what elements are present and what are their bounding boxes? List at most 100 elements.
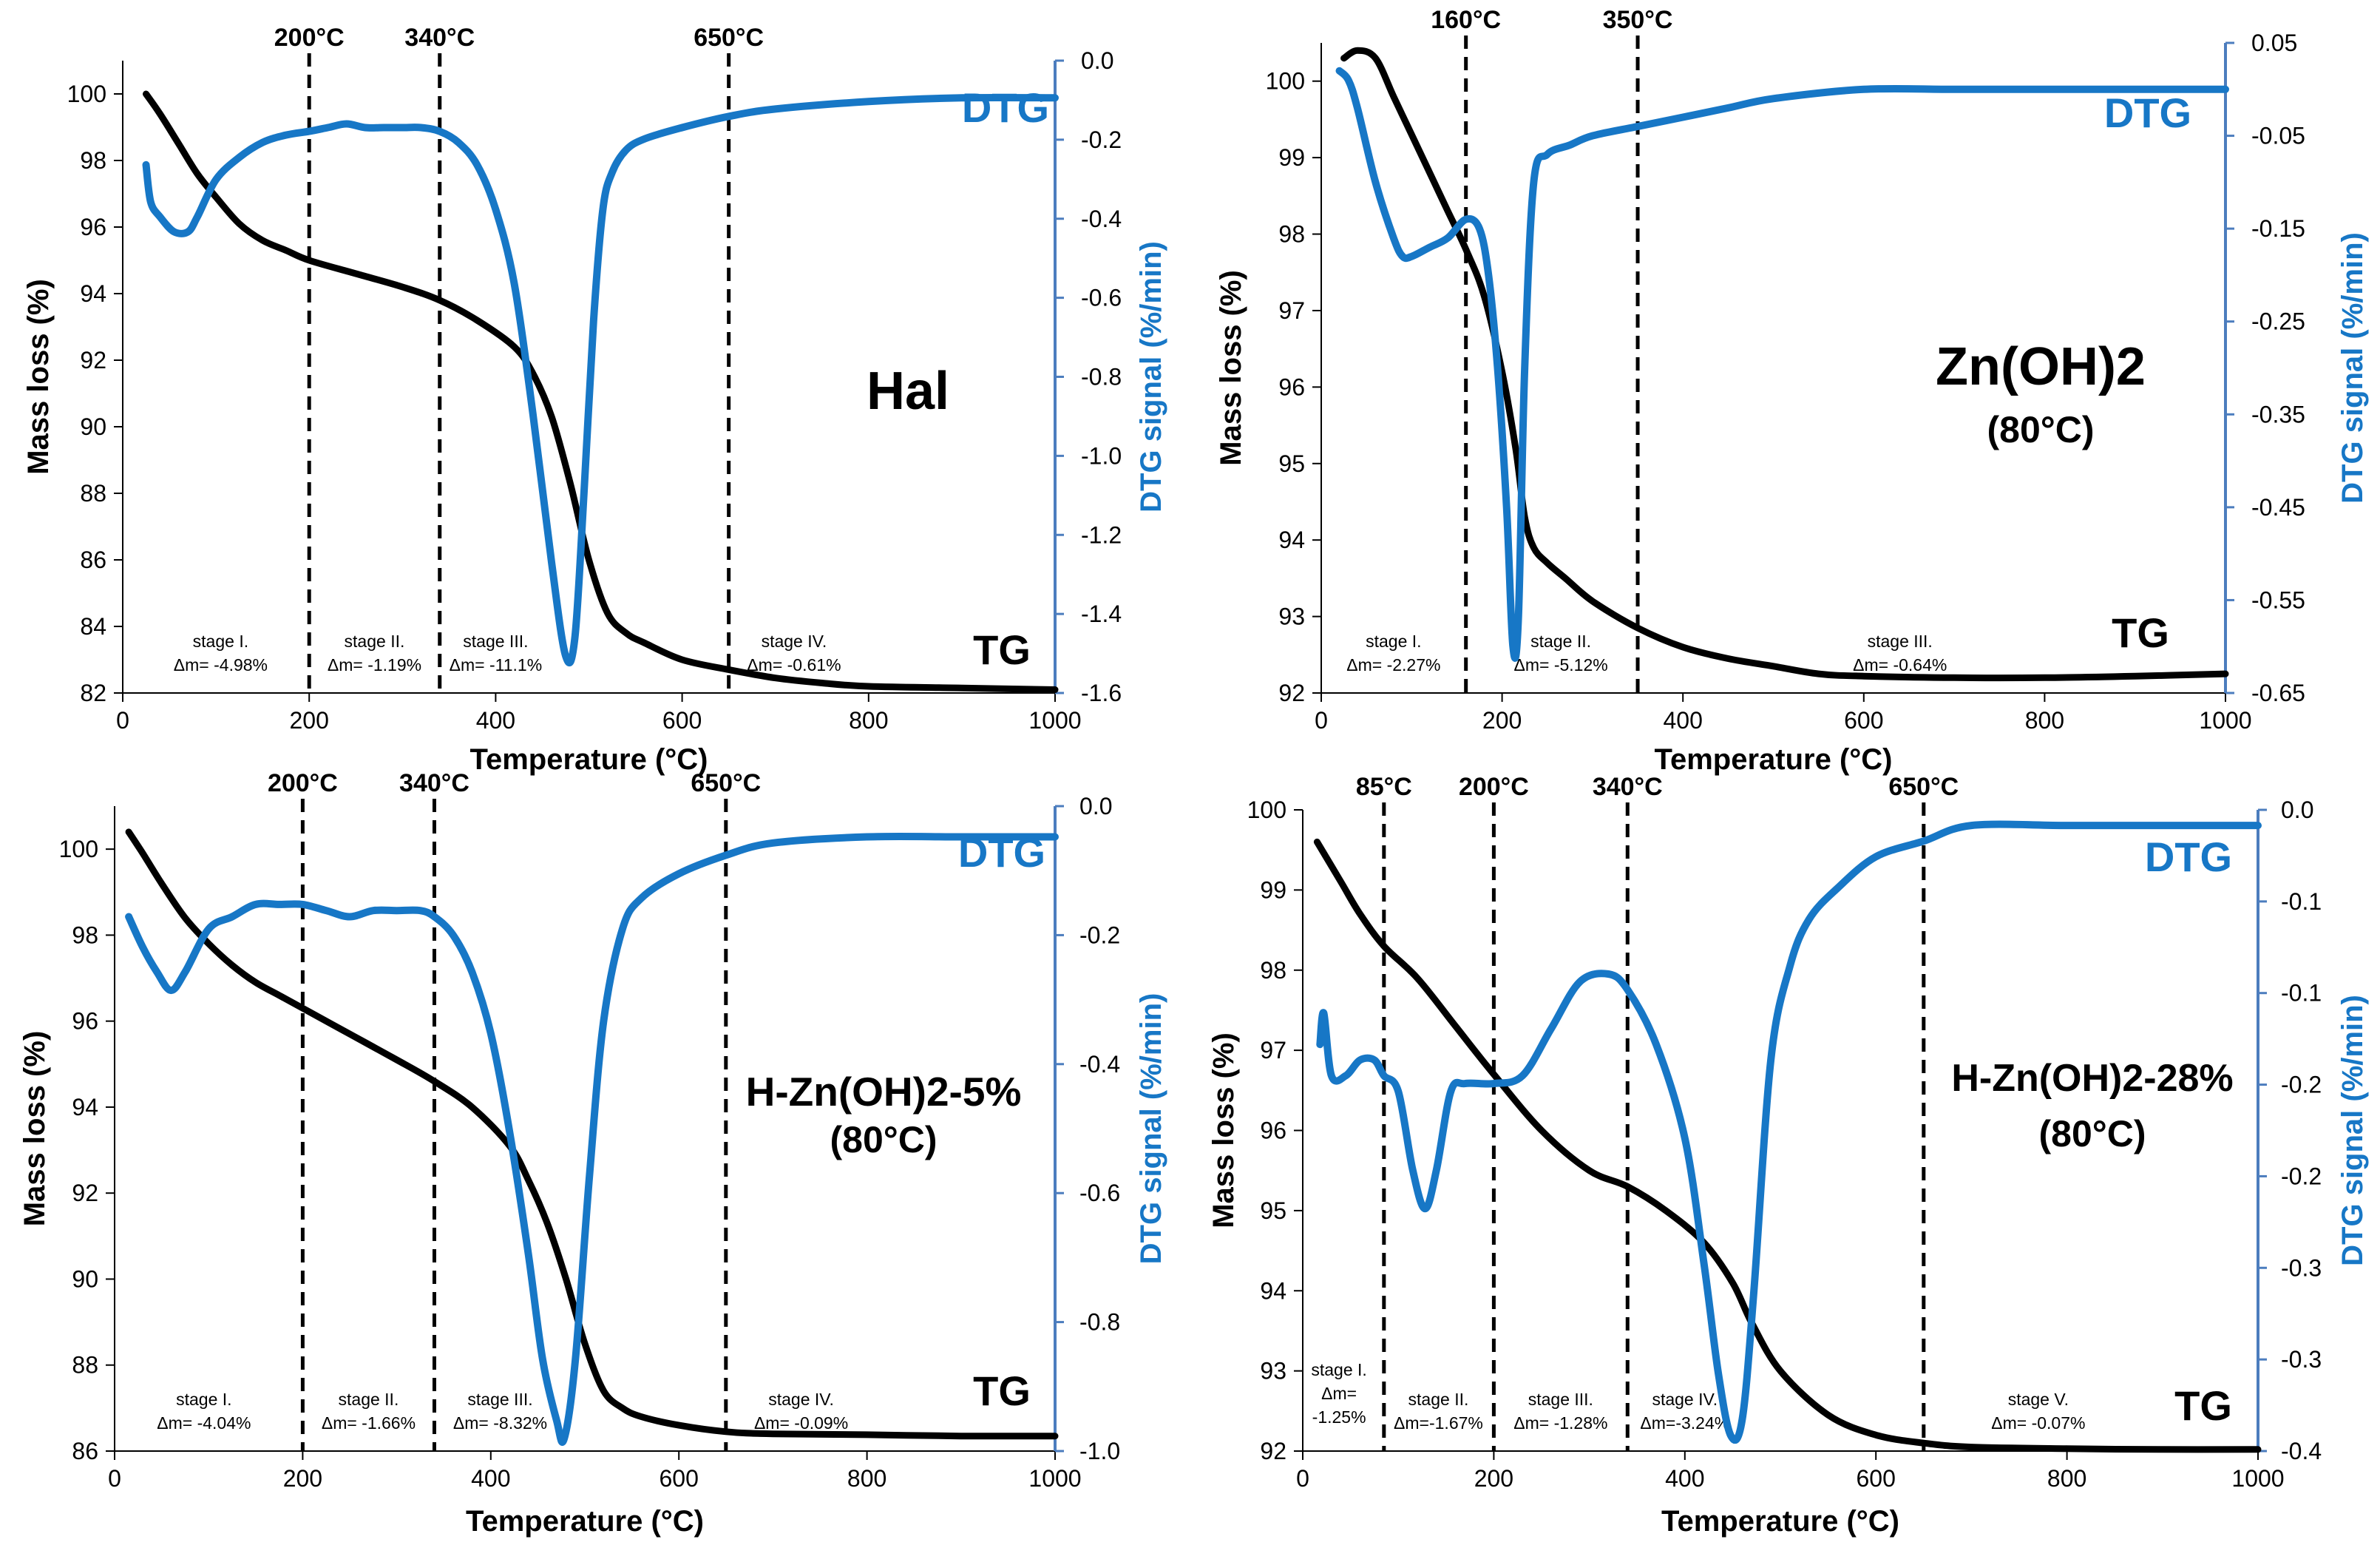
- stage-dm: Δm= -0.64%: [1853, 655, 1947, 674]
- series-dtg-line: [1335, 67, 2229, 662]
- x-axis-title: Temperature (°C): [1655, 743, 1893, 776]
- x-tick-label: 200: [290, 707, 329, 734]
- y-tick-label: 94: [80, 280, 106, 307]
- vline-label: 650°C: [691, 769, 761, 797]
- y-tick-label: 100: [67, 81, 106, 107]
- stage-dm: Δm= -5.12%: [1513, 655, 1607, 674]
- vline-label: 650°C: [1888, 773, 1959, 801]
- y2-tick-label: -0.3: [2281, 1254, 2322, 1281]
- stage-name: stage I.: [176, 1390, 231, 1409]
- stage-name: stage IV.: [768, 1390, 834, 1409]
- y-tick-label: 98: [72, 922, 98, 948]
- stage-dm: Δm= -11.1%: [450, 655, 543, 674]
- chart-panel-4: 0 200 400 600 800 1000 92 93 94 95 96 97 98 99 100 -0.4…: [1207, 773, 2369, 1538]
- y-tick-label: 96: [1278, 373, 1305, 400]
- stage-dm: Δm= -1.28%: [1513, 1413, 1607, 1433]
- y2-tick-label: -0.35: [2251, 401, 2305, 427]
- panel-title: Hal: [867, 362, 949, 421]
- y-tick-label: 94: [1260, 1277, 1286, 1304]
- dtg-label: DTG: [2104, 89, 2191, 136]
- series-tg-line: [125, 828, 1059, 1440]
- stage-dm: Δm= -4.98%: [174, 655, 268, 674]
- stage-dm-2: -1.25%: [1312, 1407, 1366, 1427]
- tg-label: TG: [2112, 609, 2169, 656]
- stage-name: stage IV.: [1652, 1390, 1718, 1409]
- x-tick-label: 600: [662, 707, 702, 734]
- y-tick-label: 94: [72, 1094, 98, 1120]
- x-tick-label: 400: [471, 1465, 510, 1492]
- y2-tick-label: -0.4: [2281, 1438, 2322, 1464]
- y2-tick-label: -0.2: [2281, 1072, 2322, 1098]
- y2-axis-title: DTG signal (%/min): [2336, 232, 2369, 504]
- stage-name: stage I.: [1311, 1360, 1366, 1379]
- y2-tick-label: -0.1: [2281, 980, 2322, 1007]
- stage-dm: Δm= -0.07%: [1991, 1413, 2085, 1433]
- y-axis-title: Mass loss (%): [1215, 270, 1247, 466]
- y-tick-label: 96: [80, 214, 106, 240]
- vline-label: 340°C: [399, 769, 469, 797]
- y-tick-label: 92: [80, 347, 106, 373]
- y2-axis-title: DTG signal (%/min): [1135, 241, 1167, 513]
- x-tick-label: 0: [108, 1465, 121, 1492]
- y-tick-label: 95: [1260, 1197, 1286, 1224]
- y2-tick-label: 0.0: [1079, 793, 1112, 819]
- y-tick-label: 88: [72, 1352, 98, 1379]
- x-tick-label: 800: [849, 707, 888, 734]
- y-tick-label: 90: [80, 413, 106, 440]
- dtg-label: DTG: [958, 829, 1045, 876]
- y2-tick-label: -0.55: [2251, 586, 2305, 613]
- y-tick-label: 100: [1266, 68, 1305, 95]
- series-dtg-line: [125, 832, 1059, 1446]
- y-tick-label: 92: [1278, 680, 1305, 706]
- stage-name: stage III.: [1868, 632, 1933, 651]
- vline-label: 650°C: [694, 24, 764, 52]
- y2-tick-label: -0.65: [2251, 680, 2305, 706]
- y2-tick-label: -0.8: [1081, 364, 1122, 390]
- stage-dm: Δm= -2.27%: [1346, 655, 1440, 674]
- x-tick-label: 400: [1665, 1465, 1704, 1492]
- tg-label: TG: [973, 626, 1031, 673]
- y-tick-label: 92: [72, 1180, 98, 1206]
- y-axis-title: Mass loss (%): [1207, 1032, 1240, 1228]
- tg-label: TG: [973, 1367, 1031, 1414]
- x-tick-label: 1000: [2199, 707, 2251, 734]
- y2-tick-label: -0.4: [1079, 1051, 1120, 1078]
- y-tick-label: 98: [80, 147, 106, 174]
- stage-name: stage I.: [1366, 632, 1421, 651]
- y-axis-title: Mass loss (%): [18, 1031, 51, 1227]
- stage-dm: Δm=-3.24%: [1640, 1413, 1729, 1433]
- y-tick-label: 84: [80, 613, 106, 640]
- y-tick-label: 100: [59, 836, 98, 862]
- y-tick-label: 100: [1247, 797, 1286, 823]
- dtg-label: DTG: [962, 84, 1049, 131]
- y-axis-title: Mass loss (%): [22, 279, 55, 475]
- series-tg-line: [1340, 47, 2229, 682]
- stage-dm: Δm=-1.67%: [1394, 1413, 1483, 1433]
- panel-subtitle: (80°C): [830, 1119, 937, 1160]
- x-tick-label: 0: [116, 707, 129, 734]
- y2-axis-title: DTG signal (%/min): [1135, 993, 1167, 1265]
- panel-title: H-Zn(OH)2-5%: [746, 1069, 1022, 1115]
- panel-subtitle: (80°C): [2038, 1113, 2146, 1154]
- x-tick-label: 800: [2025, 707, 2064, 734]
- x-tick-label: 0: [1315, 707, 1328, 734]
- y2-tick-label: -1.2: [1081, 521, 1122, 548]
- y2-tick-label: -0.45: [2251, 494, 2305, 521]
- x-tick-label: 800: [2047, 1465, 2086, 1492]
- y-tick-label: 99: [1278, 144, 1305, 171]
- x-axis-title: Temperature (°C): [470, 743, 708, 776]
- stage-name: stage III.: [463, 632, 528, 651]
- stage-dm: Δm= -1.19%: [328, 655, 421, 674]
- vline-label: 340°C: [404, 24, 475, 52]
- stage-name: stage III.: [1528, 1390, 1593, 1409]
- y2-axis-title: DTG signal (%/min): [2336, 995, 2369, 1266]
- y-tick-label: 82: [80, 680, 106, 706]
- stage-name: stage II.: [1408, 1390, 1469, 1409]
- stage-name: stage V.: [2008, 1390, 2069, 1409]
- vline-label: 200°C: [274, 24, 345, 52]
- chart-panel-2: 0 200 400 600 800 1000 92 93 94 95 96 97 98 99 100 -0.6…: [1215, 6, 2369, 776]
- stage-dm: Δm= -8.32%: [453, 1413, 547, 1433]
- x-tick-label: 0: [1296, 1465, 1309, 1492]
- x-tick-label: 1000: [1028, 1465, 1081, 1492]
